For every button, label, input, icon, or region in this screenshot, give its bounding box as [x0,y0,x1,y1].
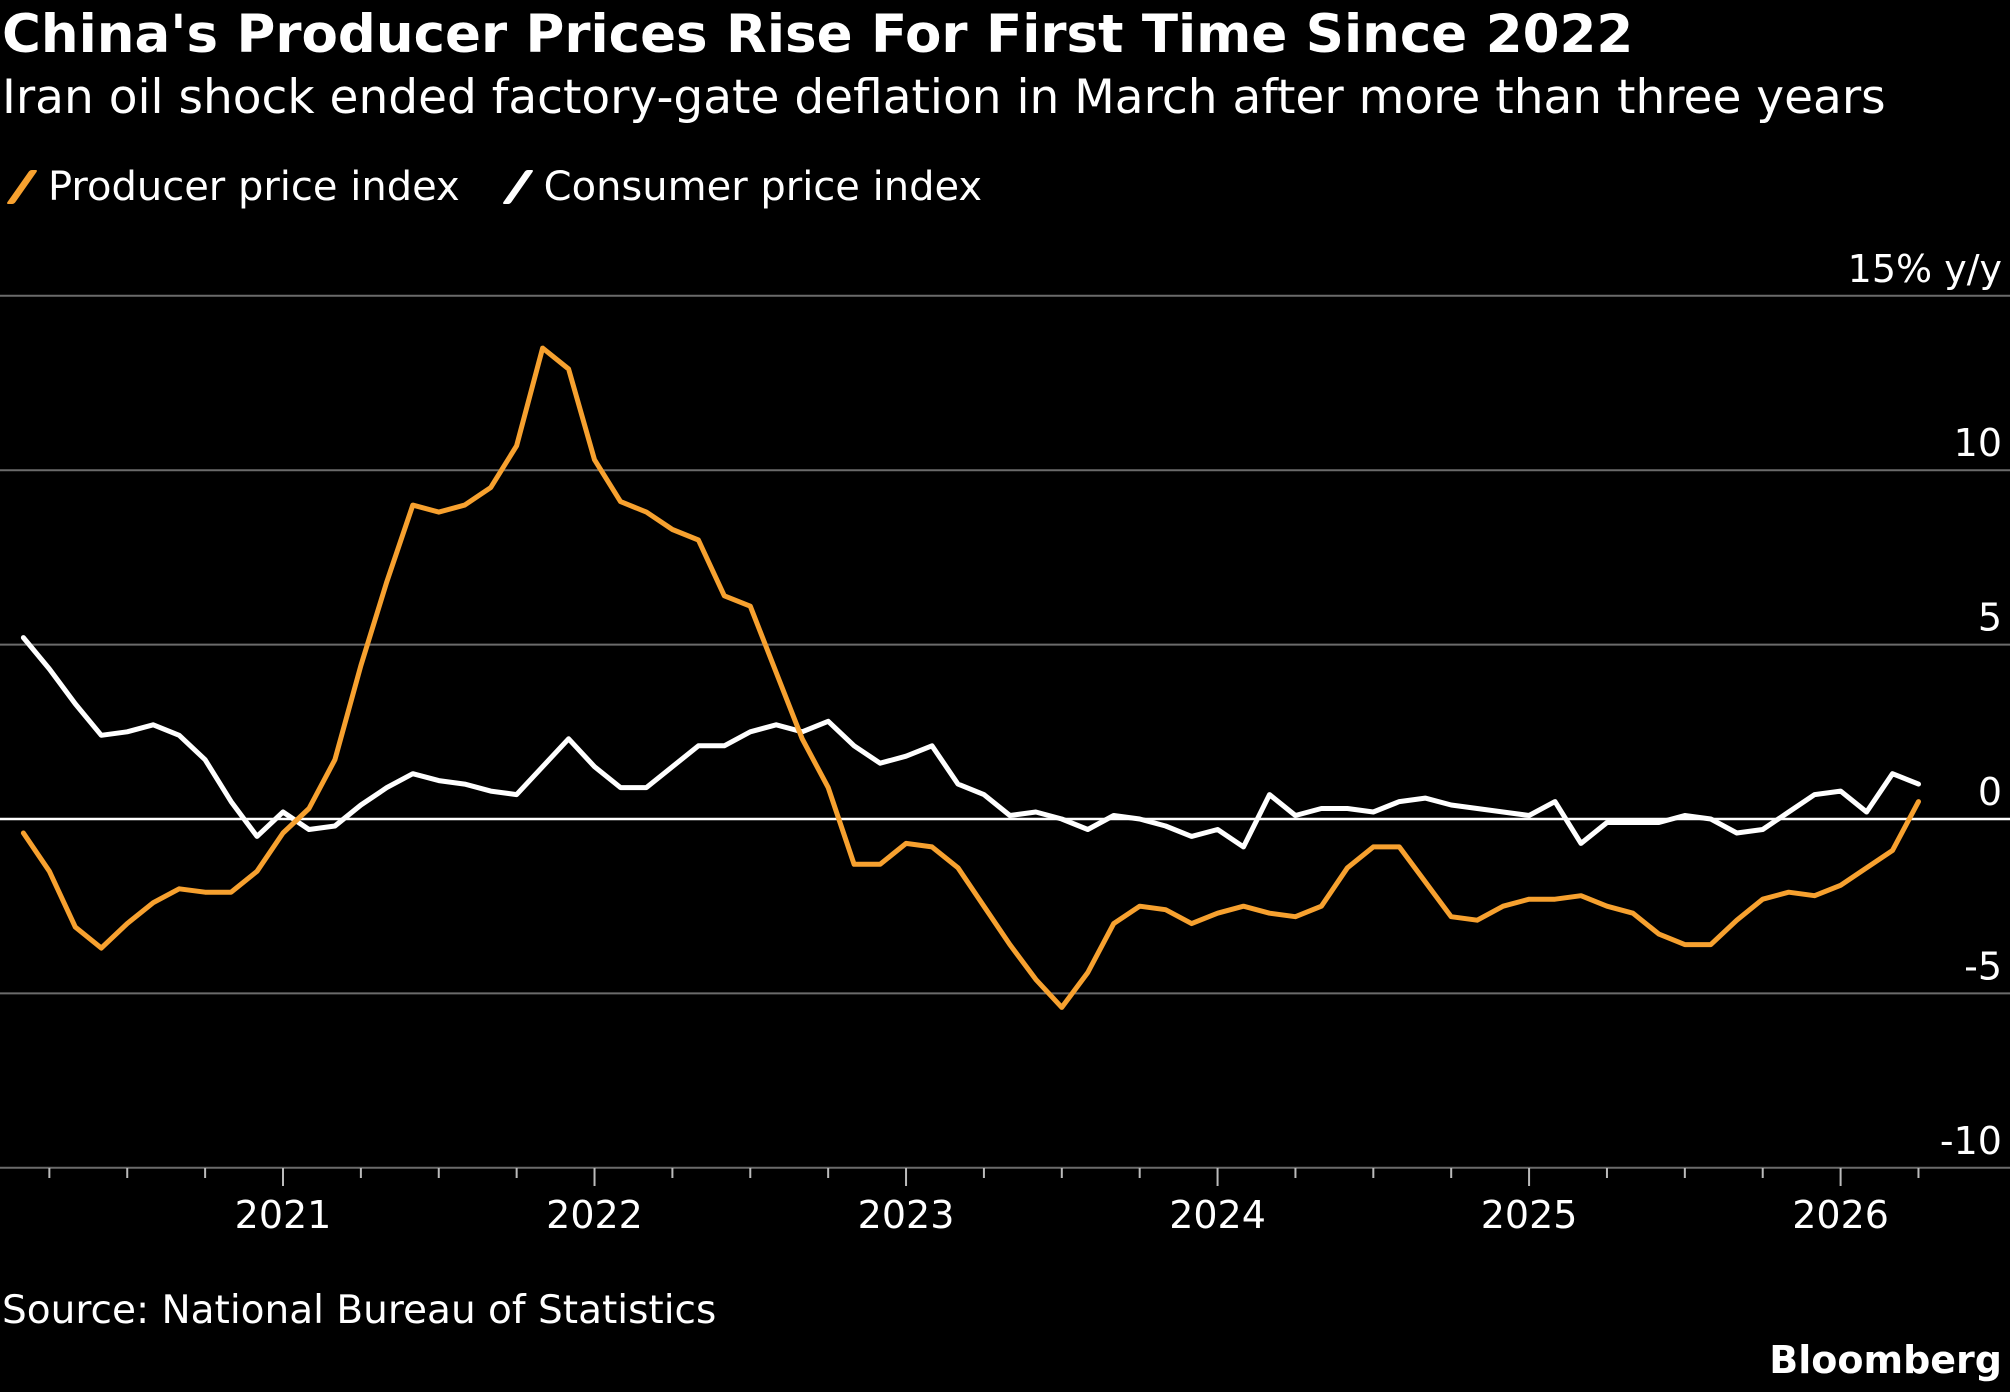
x-tick-label: 2026 [1792,1193,1889,1237]
y-tick-label: -5 [1964,944,2002,988]
y-tick-label: 10 [1954,421,2002,465]
legend-label-cpi: Consumer price index [543,164,983,210]
bloomberg-logo: Bloomberg [1769,1338,2002,1382]
x-tick-label: 2024 [1169,1193,1266,1237]
legend-item-cpi: Consumer price index [500,164,982,210]
legend-label-ppi: Producer price index [48,164,460,210]
series-line-producer-price-index [20,345,1921,1010]
x-tick-label: 2023 [858,1193,955,1237]
y-tick-label: 5 [1978,596,2002,640]
chart-subtitle: Iran oil shock ended factory-gate deflat… [2,70,1886,125]
series-line-consumer-price-index [20,635,1921,850]
legend: Producer price index Consumer price inde… [4,164,1022,210]
y-tick-label: 15% y/y [1848,247,2002,291]
x-tick-label: 2022 [546,1193,643,1237]
source-note: Source: National Bureau of Statistics [2,1288,717,1333]
y-tick-label: -10 [1940,1119,2002,1163]
y-tick-label: 0 [1978,770,2002,814]
legend-item-ppi: Producer price index [4,164,460,210]
chart-title: China's Producer Prices Rise For First T… [2,4,1634,65]
x-tick-label: 2021 [235,1193,332,1237]
x-tick-label: 2025 [1481,1193,1578,1237]
